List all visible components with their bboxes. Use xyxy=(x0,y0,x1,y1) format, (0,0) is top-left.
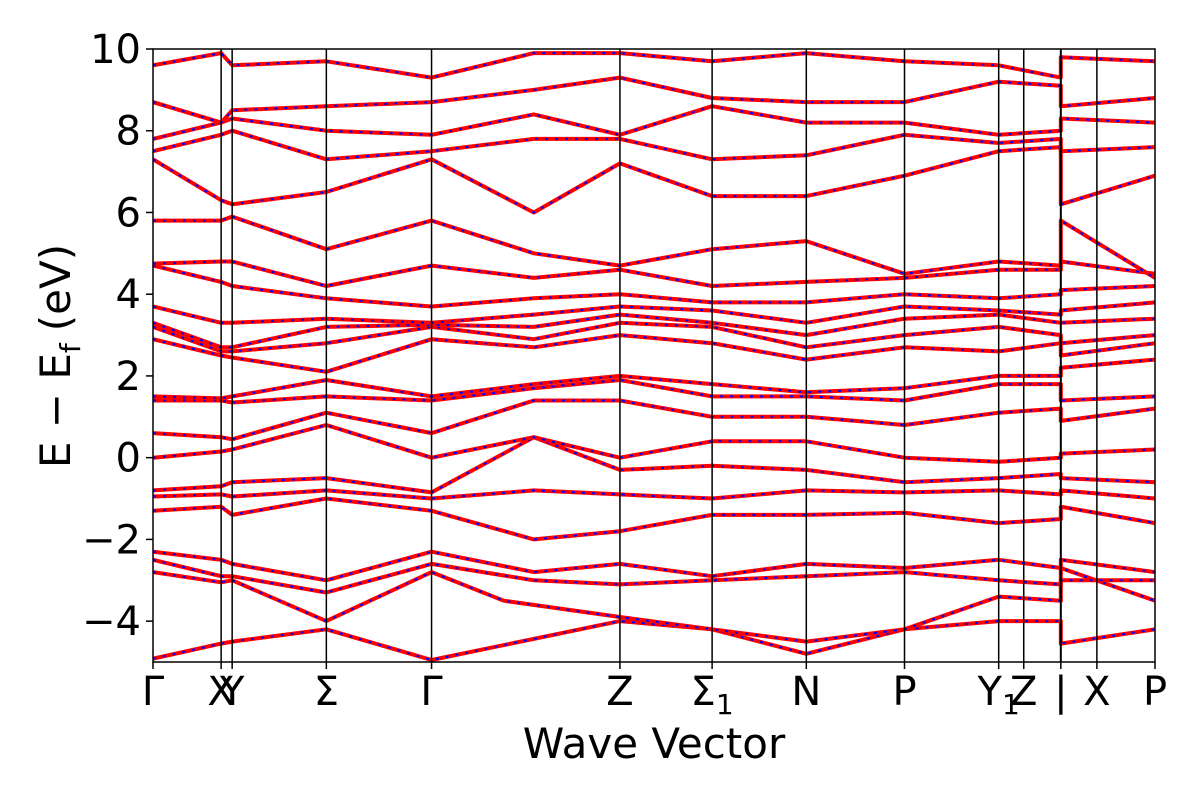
band-line-spin-down xyxy=(153,399,1155,441)
x-tick-label: N xyxy=(791,669,821,715)
y-tick-label: 4 xyxy=(116,272,141,318)
y-axis-title-subscript: f xyxy=(54,342,87,353)
x-axis-title: Wave Vector xyxy=(523,719,786,768)
band-line-spin-down xyxy=(153,566,1155,643)
band-line-spin-up xyxy=(153,333,1155,374)
x-axis-ticks: Γ XY Σ Γ Z Σ1 N P Y1Z | X P xyxy=(142,662,1167,721)
y-axis-title: E − Ef (eV) xyxy=(31,244,87,468)
band-line-spin-down xyxy=(153,497,1155,541)
band-line-spin-up xyxy=(153,435,1155,495)
band-line-spin-up xyxy=(153,488,1155,501)
y-tick-label: 10 xyxy=(90,27,141,73)
band-line-spin-up xyxy=(153,423,1155,464)
band-line-spin-down xyxy=(153,378,1155,404)
band-line-spin-up xyxy=(153,259,1155,288)
y-axis-title-unit: (eV) xyxy=(31,244,80,331)
x-tick-label: Y1 xyxy=(977,669,1020,721)
band-line-spin-down xyxy=(153,129,1155,161)
x-tick-label: P xyxy=(1143,669,1167,715)
y-axis-title-main: E − E xyxy=(31,353,80,468)
y-tick-label: −4 xyxy=(82,599,141,645)
x-tick-label: Σ1 xyxy=(691,669,734,721)
x-tick-label: P xyxy=(892,669,916,715)
x-tick-label: Z xyxy=(606,669,633,715)
x-tick-label: X xyxy=(207,669,234,715)
band-line-spin-down xyxy=(153,550,1155,582)
band-line-spin-down xyxy=(153,321,1155,353)
svg-text:E − Ef(eV): E − Ef (eV) xyxy=(31,244,87,468)
y-tick-label: 0 xyxy=(116,436,141,482)
band-line-spin-down xyxy=(153,215,1155,279)
y-tick-label: 6 xyxy=(116,190,141,236)
y-tick-label: −2 xyxy=(82,517,141,563)
band-line-spin-down xyxy=(153,76,1155,124)
y-axis-ticks: −4 −2 0 2 4 6 8 10 xyxy=(82,27,153,645)
band-line-spin-down xyxy=(153,436,1155,494)
x-tick-label: Z xyxy=(1010,669,1037,715)
y-tick-label: 2 xyxy=(116,354,141,400)
x-tick-label: Σ xyxy=(314,669,339,715)
band-line-spin-up xyxy=(153,357,1155,401)
band-line-spin-up xyxy=(153,145,1155,215)
band-line-spin-down xyxy=(153,334,1155,373)
band-line-spin-down xyxy=(153,301,1155,324)
band-line-spin-down xyxy=(153,558,1155,594)
x-tick-label: X xyxy=(1083,669,1110,715)
band-line-spin-down xyxy=(153,620,1155,662)
x-tick-label: | xyxy=(1054,669,1067,715)
band-line-spin-down xyxy=(153,52,1155,79)
x-tick-label: Y xyxy=(219,669,245,715)
band-line-spin-down xyxy=(153,264,1155,308)
band-line-spin-up xyxy=(153,263,1155,309)
high-symmetry-lines xyxy=(220,49,1098,662)
band-line-spin-down xyxy=(153,146,1155,214)
band-lines xyxy=(153,51,1155,662)
y-tick-label: 8 xyxy=(116,109,141,155)
plot-frame xyxy=(152,48,1156,663)
x-tick-label: Γ xyxy=(420,669,443,715)
band-line-spin-up xyxy=(153,496,1155,542)
x-tick-label: Γ xyxy=(142,669,165,715)
band-line-spin-down xyxy=(153,105,1155,140)
band-line-spin-up xyxy=(153,619,1155,662)
band-line-spin-up xyxy=(153,104,1155,141)
